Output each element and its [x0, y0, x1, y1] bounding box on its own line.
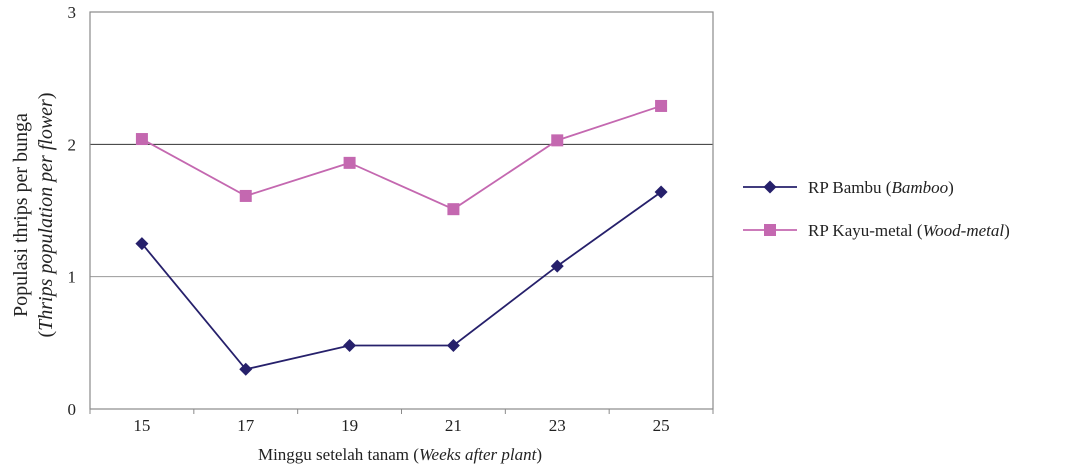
x-tick-label: 19 [341, 416, 358, 435]
x-tick-label: 17 [237, 416, 255, 435]
legend-item-1: RP Bambu (Bamboo) [743, 178, 954, 197]
legend: RP Bambu (Bamboo) RP Kayu-metal (Wood-met… [743, 178, 1010, 240]
data-point [135, 133, 148, 146]
x-tick-label: 21 [445, 416, 462, 435]
data-point [655, 99, 668, 112]
legend-label: RP Bambu (Bamboo) [808, 178, 954, 197]
legend-marker [763, 180, 777, 194]
series-line [141, 105, 662, 211]
legend-label: RP Kayu-metal (Wood-metal) [808, 221, 1010, 240]
legend-marker [764, 224, 776, 236]
data-point [654, 185, 668, 199]
x-tick-label: 15 [133, 416, 150, 435]
plot-area-frame [89, 11, 714, 410]
legend-item-2: RP Kayu-metal (Wood-metal) [743, 221, 1010, 240]
x-axis-ticks: 15 17 19 21 23 25 [89, 409, 714, 435]
gridlines [90, 143, 713, 278]
data-point [447, 203, 460, 216]
series-1 [135, 185, 668, 376]
x-tick-label: 25 [653, 416, 670, 435]
y-axis-ticks: 0 1 2 3 [68, 3, 77, 419]
y-tick-label: 1 [68, 268, 77, 287]
data-point [343, 156, 356, 169]
y-tick-label: 2 [68, 135, 77, 154]
y-tick-label: 3 [68, 3, 77, 22]
data-point [239, 362, 253, 376]
data-point [446, 338, 460, 352]
y-axis-title-line2: (Thrips population per flower) [35, 92, 57, 337]
data-point [551, 134, 564, 147]
data-point [135, 237, 149, 251]
data-point [239, 189, 252, 202]
y-axis-title-line1: Populasi thrips per bunga [10, 113, 32, 317]
y-tick-label: 0 [68, 400, 77, 419]
data-point [550, 259, 564, 273]
series-line [141, 191, 662, 371]
x-tick-label: 23 [549, 416, 566, 435]
series-2 [135, 99, 668, 216]
x-axis-title: Minggu setelah tanam (Weeks after plant) [258, 445, 542, 464]
data-point [343, 338, 357, 352]
series-group [135, 99, 668, 376]
